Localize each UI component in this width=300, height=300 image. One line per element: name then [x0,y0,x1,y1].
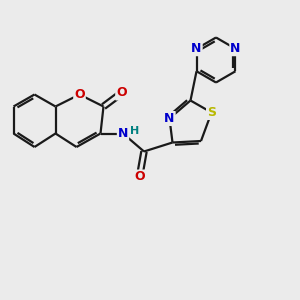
Text: S: S [207,106,216,119]
Text: H: H [130,126,139,136]
Text: O: O [134,170,145,184]
Text: O: O [116,86,127,100]
Text: O: O [74,88,85,101]
Text: N: N [191,42,202,55]
Text: N: N [164,112,175,125]
Text: N: N [118,127,128,140]
Text: N: N [230,42,241,55]
